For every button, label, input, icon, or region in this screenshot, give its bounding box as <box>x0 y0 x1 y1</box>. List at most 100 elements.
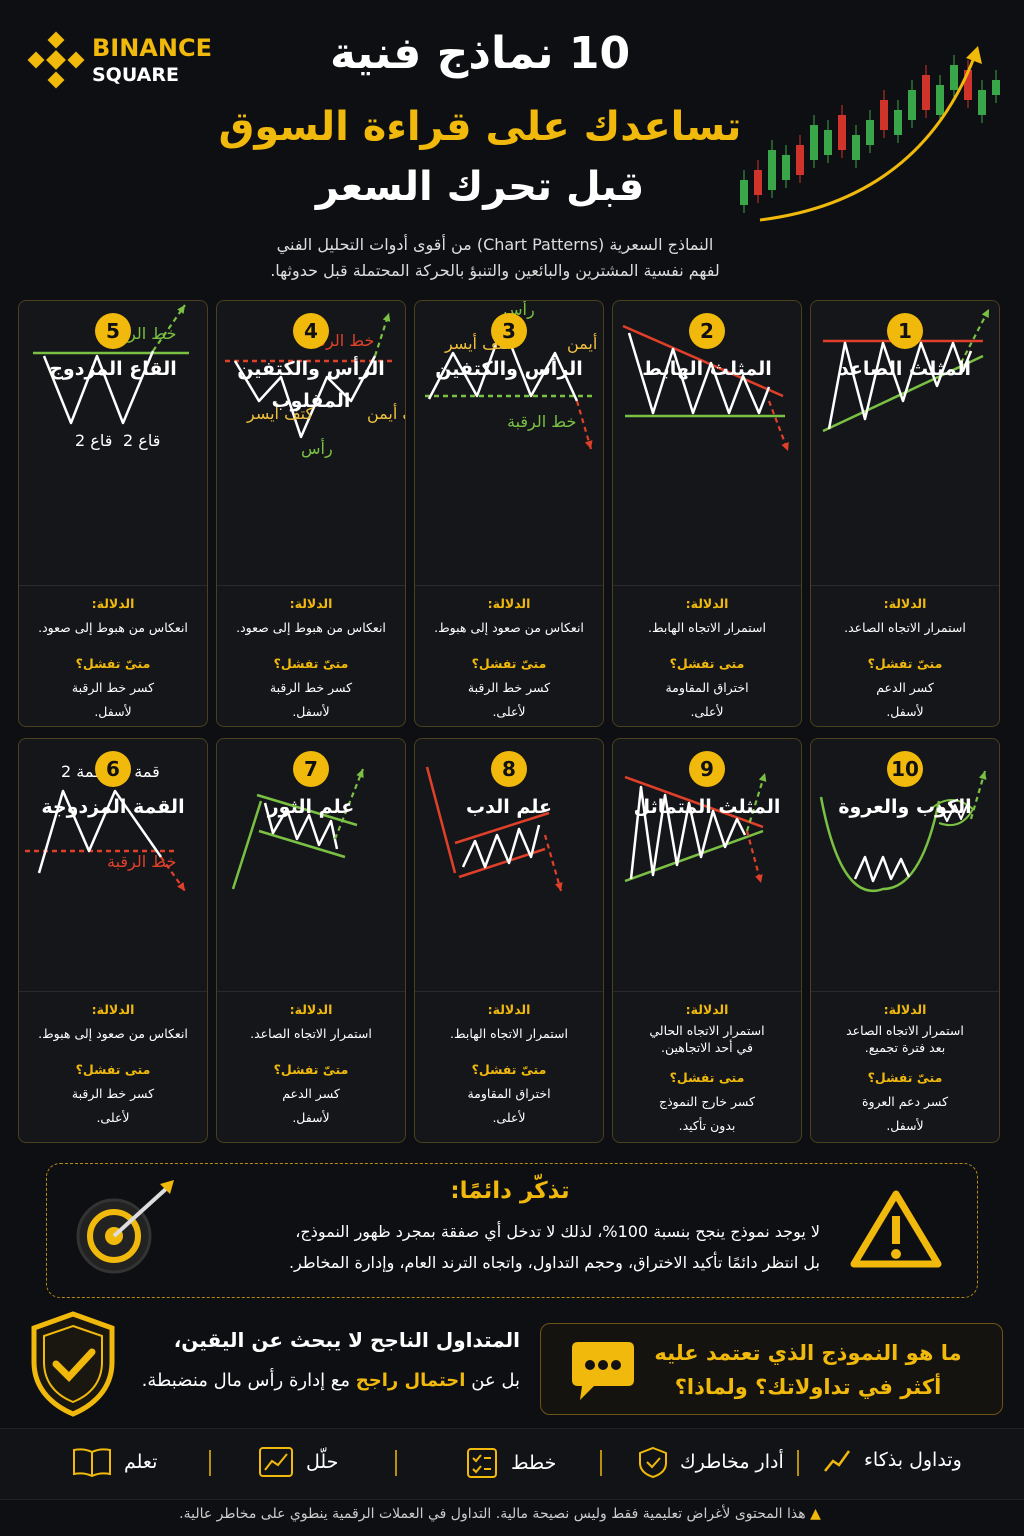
pattern-line <box>745 772 767 832</box>
pattern-diagram <box>622 324 790 452</box>
meaning-line: انعكاس من هبوط إلى صعود. <box>236 620 386 635</box>
meaning-label: الدلالة: <box>91 1002 135 1017</box>
fail-line: لأسفل. <box>886 1118 924 1133</box>
card-info: الدلالة: استمرار الاتجاه الصاعد. متىّ تفشل… <box>217 991 405 1130</box>
fail-line: كسر خط الرقبة <box>71 680 155 695</box>
arrow-head <box>177 882 185 891</box>
meaning: انعكاس من هبوط إلى صعود. <box>19 616 207 642</box>
meaning-label: الدلالة: <box>685 596 729 611</box>
question-line: ما هو النموذج الذي تعتمد عليه <box>654 1341 962 1365</box>
card-number: 1 <box>887 313 923 349</box>
candle <box>964 70 972 100</box>
brand-sub: SQUARE <box>92 64 179 86</box>
card-title: المثلث الصاعد <box>838 358 972 380</box>
candle <box>768 150 776 190</box>
meaning-label: الدلالة: <box>289 1002 333 1017</box>
nav-item: وتداول بذكاء <box>822 1446 962 1474</box>
fail-line: لأعلى. <box>492 1110 526 1125</box>
arrow-head <box>755 874 763 883</box>
fail-label: متىّ تفشل؟ <box>471 1062 547 1077</box>
pattern-line <box>624 829 764 883</box>
pattern-card: 2 المثلث الهابط الدلالة: استمرار الاتجاه ال… <box>612 300 802 727</box>
arrow-head <box>758 773 767 782</box>
candle <box>894 110 902 135</box>
pattern-line <box>624 775 764 829</box>
pattern-card: 9 المثلث المتماثل الدلالة: استمرار الاتجاه … <box>612 738 802 1143</box>
quote-line2: بل عن احتمال راجح مع إدارة رأس مال منضبط… <box>125 1370 520 1391</box>
card-number: 5 <box>95 313 131 349</box>
pattern-label: قاع 2 <box>123 431 160 451</box>
nav-label: وتداول بذكاء <box>864 1449 962 1471</box>
candle <box>936 85 944 115</box>
quote-text: مع إدارة رأس مال منضبطة. <box>141 1370 351 1391</box>
card-info: الدلالة: استمرار الاتجاه الهابط. متىّ تفشل… <box>415 991 603 1130</box>
pattern-label: خط الرقبة <box>507 412 576 432</box>
card-info: الدلالة: انعكاس من صعود إلى هبوط. متى تفشل… <box>19 991 207 1130</box>
meaning-label: الدلالة: <box>883 596 927 611</box>
meaning-label: الدلالة: <box>883 1002 927 1017</box>
card-title: المثلث المتماثل <box>633 796 781 818</box>
fail-label: متىّ تفشل؟ <box>471 656 547 671</box>
fail-line: لأسفل. <box>292 1110 330 1125</box>
nav-separators <box>209 1450 799 1476</box>
reminder-title: تذكّر دائمًا: <box>450 1178 570 1204</box>
fail-label: متىّ تفشل؟ <box>867 1070 943 1085</box>
pattern-label: كتف أيمن <box>567 333 603 354</box>
meaning-line: استمرار الاتجاه الصاعد. <box>250 1026 372 1041</box>
pattern-diagram <box>819 770 987 892</box>
card-number: 9 <box>689 751 725 787</box>
card-info: الدلالة: انعكاس من هبوط إلى صعود. متىّ تفش… <box>19 585 207 724</box>
candle <box>782 155 790 180</box>
pattern-label: كتف أيسر <box>246 403 313 424</box>
cup <box>819 796 941 892</box>
card-info: الدلالة: انعكاس من هبوط إلى صعود. متىّ تفش… <box>217 585 405 724</box>
nav-icon <box>259 1447 293 1477</box>
meaning-line: انعكاس من صعود إلى هبوط. <box>434 620 584 635</box>
nav-label: حلّل <box>306 1451 339 1473</box>
candle <box>852 135 860 160</box>
nav-icon <box>467 1448 497 1478</box>
fail-label: متىّ تفشل؟ <box>273 1062 349 1077</box>
meaning-line: استمرار الاتجاه الصاعد. <box>844 620 966 635</box>
pattern-card: 10 الكوب والعروة الدلالة: استمرار الاتجاه ا… <box>810 738 1000 1143</box>
nav-item: أدار مخاطرك <box>638 1446 784 1478</box>
meaning: انعكاس من صعود إلى هبوط. <box>415 616 603 642</box>
disclaimer-icon: ▲ <box>810 1506 821 1522</box>
pattern-label: رأس <box>301 438 333 459</box>
trend-arrow <box>759 54 977 222</box>
disclaimer-text: هذا المحتوى لأغراض تعليمية فقط وليس نصيح… <box>179 1506 806 1522</box>
pattern-line <box>622 324 784 398</box>
fail-line: لأعلى. <box>690 704 724 719</box>
candle <box>838 115 846 150</box>
meaning: استمرار الاتجاه الحالي في أحد الاتجاهين. <box>613 1022 801 1056</box>
fail-label: متىّ تفشل؟ <box>273 656 349 671</box>
arrow-head <box>584 440 593 449</box>
pattern-line <box>231 800 263 890</box>
card-number: 8 <box>491 751 527 787</box>
card-title: القاع المزدوج <box>49 358 177 380</box>
pattern-line <box>160 856 186 892</box>
pattern-label: خط الرقبة <box>107 852 176 872</box>
quote-highlight: احتمال راجح <box>355 1370 466 1391</box>
card-info: الدلالة: استمرار الاتجاه الحالي في أحد الا… <box>613 991 801 1138</box>
pattern-label: قمة 2 <box>61 762 102 781</box>
card-title: الرأس والكتفين <box>435 358 583 380</box>
pattern-line <box>827 341 973 430</box>
meaning-line: انعكاس من صعود إلى هبوط. <box>38 1026 188 1041</box>
meaning-label: الدلالة: <box>487 1002 531 1017</box>
pattern-line <box>461 824 541 869</box>
disclaimer: ▲ هذا المحتوى لأغراض تعليمية فقط وليس نص… <box>100 1506 900 1522</box>
fail-line: كسر خارج النموذج <box>659 1094 755 1109</box>
card-number: 2 <box>689 313 725 349</box>
fail-line: لأسفل. <box>94 704 132 719</box>
meaning-line: في أحد الاتجاهين. <box>661 1040 753 1055</box>
question: ما هو النموذج الذي تعتمد عليه أكثر في تد… <box>640 1336 976 1404</box>
pattern-line <box>37 789 163 874</box>
meaning-line: استمرار الاتجاه الهابط. <box>648 620 766 635</box>
meaning: استمرار الاتجاه الهابط. <box>415 1022 603 1048</box>
nav-item: خطط <box>465 1446 556 1480</box>
fail-line: بدون تأكيد. <box>678 1118 736 1133</box>
